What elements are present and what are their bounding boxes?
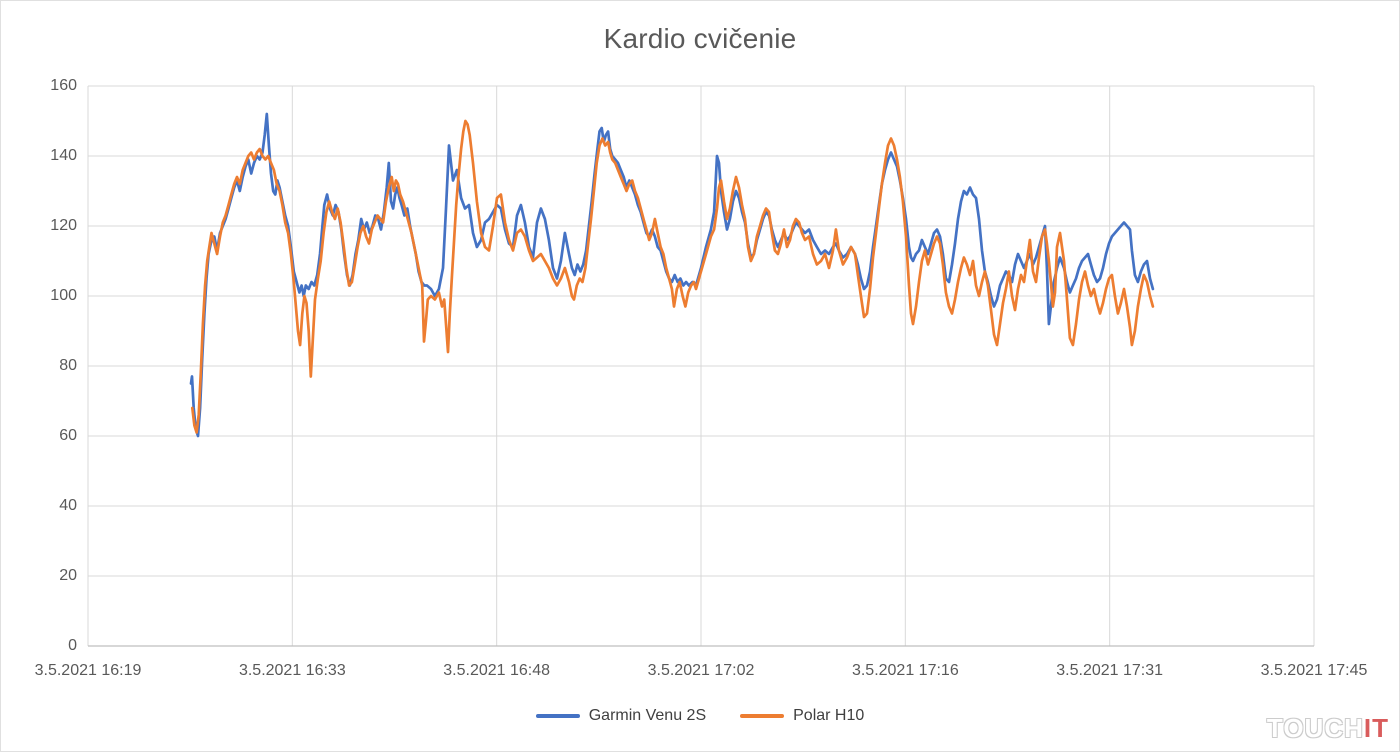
legend-line-swatch (740, 714, 785, 718)
y-axis-tick-label: 40 (59, 497, 77, 514)
x-axis-tick-label: 3.5.2021 17:45 (1260, 662, 1368, 679)
touchit-watermark-logo: TOUCHIT (1267, 713, 1389, 744)
legend-label: Garmin Venu 2S (588, 707, 707, 724)
watermark-text-touch: TOUCH (1266, 713, 1364, 743)
x-axis-tick-label: 3.5.2021 17:16 (851, 662, 959, 679)
y-axis-tick-label: 80 (59, 357, 77, 374)
series-line-polar-h10 (190, 119, 1155, 434)
y-axis-tick-label: 160 (50, 77, 77, 94)
legend-label: Polar H10 (793, 707, 865, 724)
chart-legend: Garmin Venu 2S Polar H10 (1, 707, 1399, 725)
y-axis-tick-label: 100 (50, 287, 77, 304)
x-axis-tick-label: 3.5.2021 17:31 (1056, 662, 1164, 679)
legend-line-swatch (535, 714, 580, 718)
chart-title: Kardio cvičenie (603, 23, 797, 54)
y-axis-tick-label: 0 (68, 637, 77, 654)
x-axis-tick-label: 3.5.2021 16:19 (34, 662, 142, 679)
y-axis-tick-label: 60 (59, 427, 77, 444)
legend-item-garmin-venu-2s: Garmin Venu 2S (535, 707, 707, 725)
y-axis-tick-label: 20 (59, 567, 77, 584)
y-axis-tick-label: 120 (50, 217, 77, 234)
y-axis-tick-label: 140 (50, 147, 77, 164)
x-axis-tick-label: 3.5.2021 17:02 (647, 662, 755, 679)
x-axis-tick-label: 3.5.2021 16:33 (238, 662, 346, 679)
watermark-text-it: IT (1363, 713, 1389, 743)
legend-item-polar-h10: Polar H10 (740, 707, 864, 725)
x-axis-tick-label: 3.5.2021 16:48 (443, 662, 551, 679)
